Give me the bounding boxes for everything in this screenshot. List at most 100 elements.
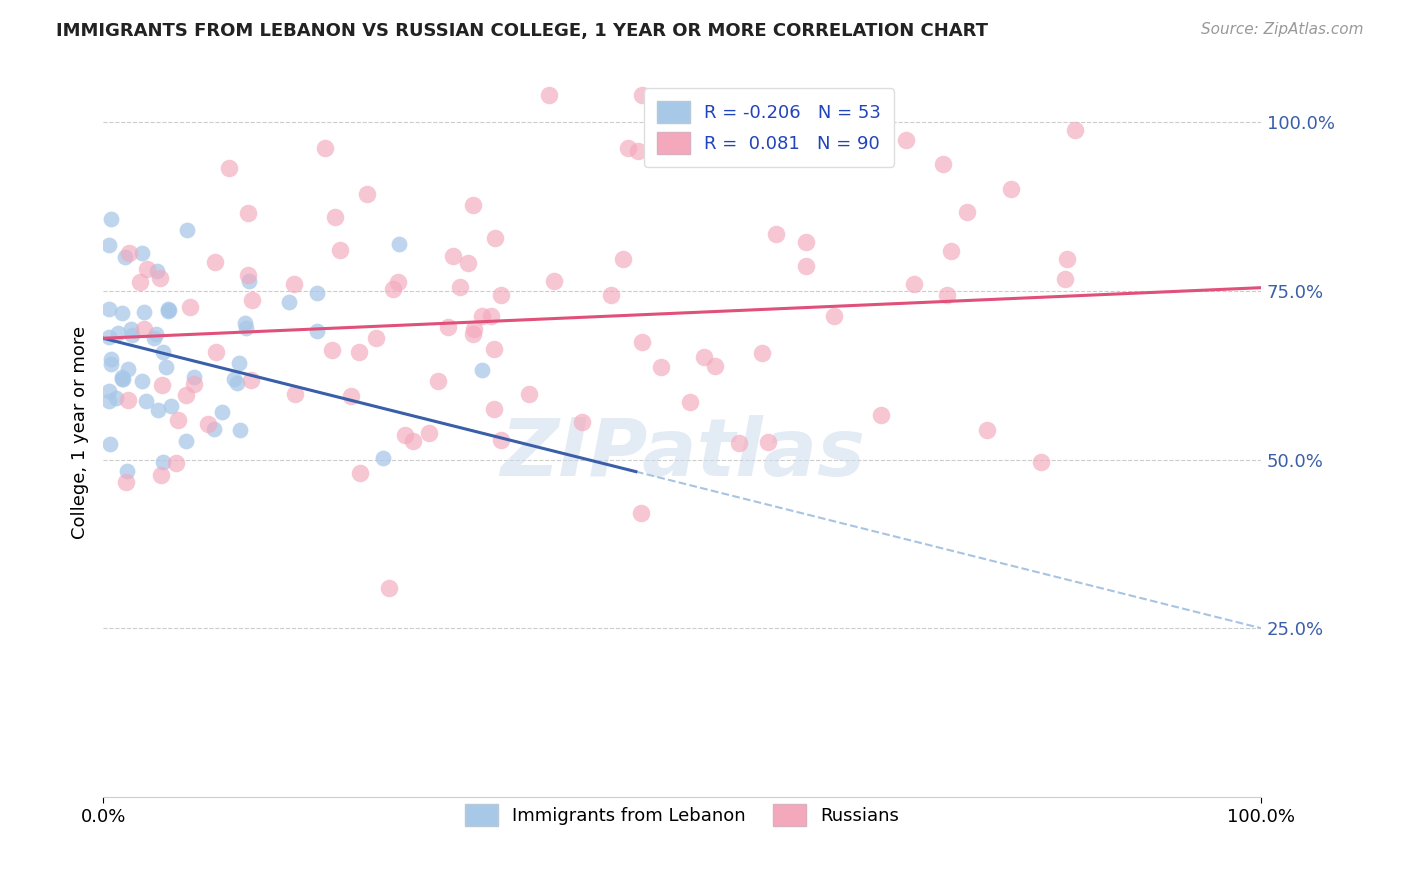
Point bbox=[323, 210, 346, 224]
Point bbox=[457, 256, 479, 270]
Point bbox=[794, 235, 817, 249]
Point bbox=[100, 357, 122, 371]
Point bbox=[471, 309, 494, 323]
Point bbox=[283, 277, 305, 291]
Point bbox=[228, 356, 250, 370]
Point bbox=[114, 250, 136, 264]
Point bbox=[630, 88, 652, 103]
Point bbox=[238, 268, 260, 282]
Point bbox=[463, 322, 485, 336]
Point bbox=[174, 388, 197, 402]
Point bbox=[627, 144, 650, 158]
Point bbox=[349, 466, 371, 480]
Point bbox=[976, 423, 998, 437]
Text: Source: ZipAtlas.com: Source: ZipAtlas.com bbox=[1201, 22, 1364, 37]
Point bbox=[794, 259, 817, 273]
Point bbox=[441, 249, 464, 263]
Point bbox=[693, 350, 716, 364]
Point bbox=[402, 434, 425, 448]
Point bbox=[97, 301, 120, 316]
Point bbox=[135, 394, 157, 409]
Point bbox=[377, 581, 399, 595]
Point bbox=[117, 362, 139, 376]
Point bbox=[159, 399, 181, 413]
Point bbox=[935, 288, 957, 302]
Point bbox=[218, 161, 240, 175]
Point bbox=[751, 346, 773, 360]
Point bbox=[321, 343, 343, 357]
Point bbox=[128, 275, 150, 289]
Point bbox=[471, 363, 494, 377]
Point bbox=[307, 324, 329, 338]
Point bbox=[461, 327, 484, 342]
Point bbox=[436, 320, 458, 334]
Point bbox=[211, 405, 233, 419]
Point bbox=[146, 264, 169, 278]
Point bbox=[329, 243, 352, 257]
Point bbox=[156, 304, 179, 318]
Point bbox=[238, 206, 260, 220]
Point bbox=[111, 372, 134, 386]
Point bbox=[149, 270, 172, 285]
Point bbox=[1056, 252, 1078, 266]
Y-axis label: College, 1 year or more: College, 1 year or more bbox=[72, 326, 89, 540]
Point bbox=[894, 133, 917, 147]
Legend: Immigrants from Lebanon, Russians: Immigrants from Lebanon, Russians bbox=[457, 795, 908, 835]
Point bbox=[314, 141, 336, 155]
Point bbox=[235, 321, 257, 335]
Point bbox=[131, 246, 153, 260]
Point bbox=[157, 303, 180, 318]
Point bbox=[174, 434, 197, 448]
Point bbox=[121, 328, 143, 343]
Point bbox=[179, 300, 201, 314]
Point bbox=[136, 262, 159, 277]
Point bbox=[117, 393, 139, 408]
Point bbox=[143, 331, 166, 345]
Point bbox=[150, 467, 173, 482]
Point bbox=[371, 450, 394, 465]
Point bbox=[97, 238, 120, 252]
Point bbox=[571, 415, 593, 429]
Point bbox=[148, 402, 170, 417]
Point bbox=[489, 433, 512, 447]
Point bbox=[484, 231, 506, 245]
Point bbox=[703, 359, 725, 373]
Point bbox=[157, 302, 180, 317]
Point bbox=[100, 352, 122, 367]
Point bbox=[617, 141, 640, 155]
Point bbox=[132, 305, 155, 319]
Point bbox=[482, 402, 505, 417]
Point bbox=[240, 293, 263, 307]
Point bbox=[112, 372, 135, 386]
Point bbox=[132, 322, 155, 336]
Point bbox=[1000, 182, 1022, 196]
Point bbox=[650, 359, 672, 374]
Point bbox=[183, 376, 205, 391]
Point bbox=[97, 330, 120, 344]
Point bbox=[240, 373, 263, 387]
Point bbox=[97, 384, 120, 399]
Point bbox=[347, 344, 370, 359]
Point bbox=[600, 288, 623, 302]
Point bbox=[489, 287, 512, 301]
Point bbox=[152, 455, 174, 469]
Text: IMMIGRANTS FROM LEBANON VS RUSSIAN COLLEGE, 1 YEAR OR MORE CORRELATION CHART: IMMIGRANTS FROM LEBANON VS RUSSIAN COLLE… bbox=[56, 22, 988, 40]
Point bbox=[340, 389, 363, 403]
Point bbox=[956, 204, 979, 219]
Point bbox=[482, 343, 505, 357]
Point bbox=[111, 370, 134, 384]
Point bbox=[679, 394, 702, 409]
Point bbox=[1053, 272, 1076, 286]
Point bbox=[364, 330, 387, 344]
Point bbox=[104, 392, 127, 406]
Point bbox=[356, 186, 378, 201]
Point bbox=[394, 428, 416, 442]
Point bbox=[1031, 455, 1053, 469]
Point bbox=[131, 374, 153, 388]
Point bbox=[100, 211, 122, 226]
Point bbox=[388, 237, 411, 252]
Point bbox=[205, 345, 228, 359]
Text: ZIPatlas: ZIPatlas bbox=[499, 416, 865, 493]
Point bbox=[1064, 123, 1087, 137]
Point bbox=[226, 376, 249, 390]
